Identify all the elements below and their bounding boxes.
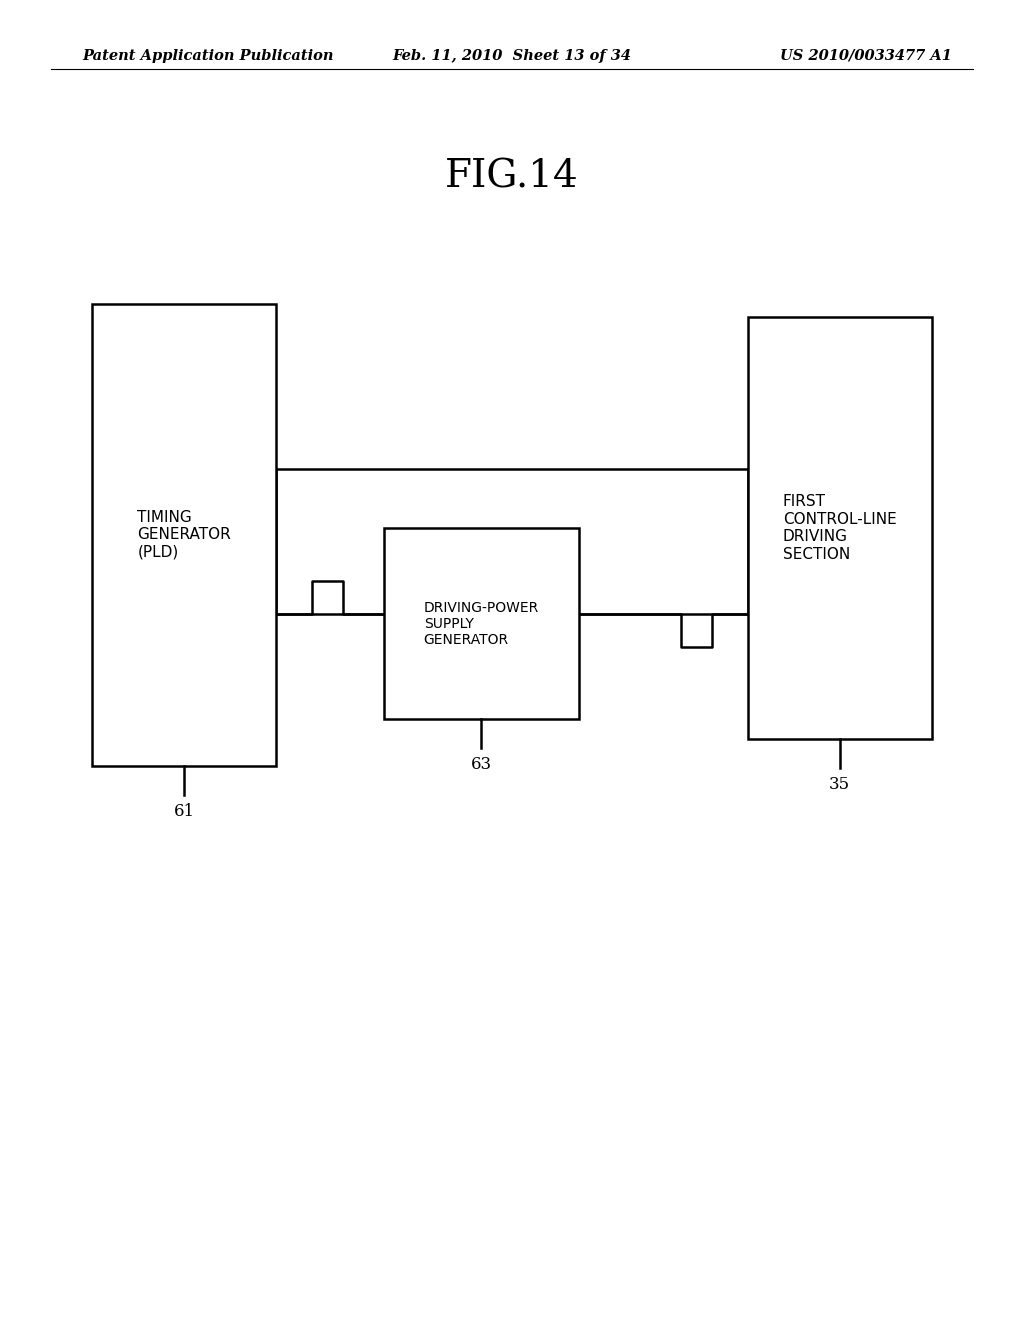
Text: TIMING
GENERATOR
(PLD): TIMING GENERATOR (PLD) xyxy=(137,510,231,560)
Bar xyxy=(748,317,932,739)
Text: 35: 35 xyxy=(829,776,850,793)
Text: FIG.14: FIG.14 xyxy=(445,158,579,195)
Text: FIRST
CONTROL-LINE
DRIVING
SECTION: FIRST CONTROL-LINE DRIVING SECTION xyxy=(782,495,897,561)
Bar xyxy=(92,304,276,766)
Text: DRIVING-POWER
SUPPLY
GENERATOR: DRIVING-POWER SUPPLY GENERATOR xyxy=(424,601,539,647)
Text: Patent Application Publication: Patent Application Publication xyxy=(82,49,334,63)
Text: 61: 61 xyxy=(174,803,195,820)
Text: US 2010/0033477 A1: US 2010/0033477 A1 xyxy=(780,49,952,63)
Bar xyxy=(384,528,579,719)
Text: 63: 63 xyxy=(471,756,492,774)
Text: Feb. 11, 2010  Sheet 13 of 34: Feb. 11, 2010 Sheet 13 of 34 xyxy=(392,49,632,63)
